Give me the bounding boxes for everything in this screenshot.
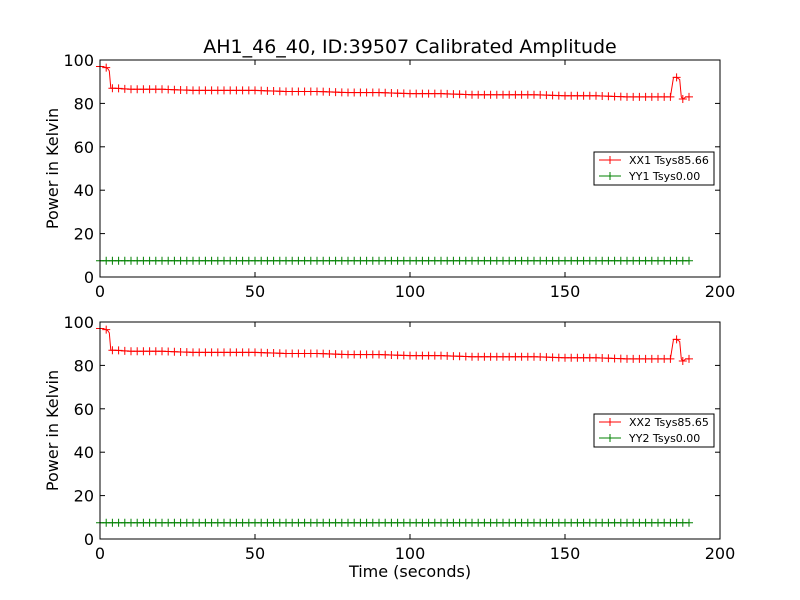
legend-marker	[606, 172, 614, 180]
y-tick-label: 0	[84, 530, 94, 549]
series-yy2	[96, 518, 693, 527]
y-tick-label: 40	[74, 181, 94, 200]
y-axis-label: Power in Kelvin	[43, 370, 62, 491]
legend-marker	[606, 434, 614, 442]
data-point-marker	[102, 63, 111, 72]
x-tick-label: 200	[705, 544, 736, 563]
x-tick-label: 100	[395, 544, 426, 563]
data-point-marker	[102, 325, 111, 334]
data-point-marker	[672, 73, 681, 82]
legend-label: YY2 Tsys0.00	[628, 432, 700, 445]
legend-label: XX1 Tsys85.66	[629, 154, 709, 167]
legend-label: YY1 Tsys0.00	[628, 170, 700, 183]
chart-panel-2: 0 50 100 150 200 0 20 40 60 80 100 Power in Kelvin X…	[43, 313, 735, 563]
legend: XX2 Tsys85.65 YY2 Tsys0.00	[593, 413, 715, 448]
x-axis-label: Time (seconds)	[348, 562, 471, 581]
x-tick-label: 50	[245, 544, 265, 563]
data-point-marker	[678, 357, 687, 366]
data-point-marker	[666, 354, 675, 363]
x-tick-label: 100	[395, 282, 426, 301]
data-point-marker	[672, 335, 681, 344]
legend-box	[593, 151, 715, 186]
data-point-marker	[678, 95, 687, 104]
y-tick-label: 100	[63, 51, 94, 70]
y-tick-label: 40	[74, 443, 94, 462]
chart-title: AH1_46_40, ID:39507 Calibrated Amplitude	[203, 36, 617, 58]
y-tick-label: 100	[63, 313, 94, 332]
chart-panel-1: 0 50 100 150 200 0 20 40 60 80 100 Power in Kelvin X…	[43, 51, 735, 301]
data-point-marker	[666, 92, 675, 101]
x-tick-label: 150	[550, 282, 581, 301]
x-tick-label: 200	[705, 282, 736, 301]
legend-box	[593, 413, 715, 448]
series-xx1	[96, 62, 693, 104]
legend-label: XX2 Tsys85.65	[629, 416, 709, 429]
y-tick-label: 80	[74, 94, 94, 113]
x-tick-label: 0	[95, 282, 105, 301]
x-tick-label: 0	[95, 544, 105, 563]
y-tick-label: 60	[74, 138, 94, 157]
series-line	[100, 328, 689, 362]
legend-marker	[606, 418, 614, 426]
series-yy1	[96, 256, 693, 265]
data-point-marker	[685, 354, 693, 363]
legend-marker	[606, 156, 614, 164]
y-tick-label: 20	[74, 225, 94, 244]
legend: XX1 Tsys85.66 YY1 Tsys0.00	[593, 151, 715, 186]
y-tick-label: 80	[74, 356, 94, 375]
data-point-marker	[685, 518, 693, 527]
data-point-marker	[685, 92, 693, 101]
x-tick-label: 50	[245, 282, 265, 301]
y-tick-label: 20	[74, 487, 94, 506]
data-point-marker	[685, 256, 693, 265]
y-tick-label: 60	[74, 400, 94, 419]
y-axis-label: Power in Kelvin	[43, 108, 62, 229]
y-tick-label: 0	[84, 268, 94, 287]
x-tick-label: 150	[550, 544, 581, 563]
series-xx2	[96, 324, 693, 366]
series-line	[100, 66, 689, 100]
